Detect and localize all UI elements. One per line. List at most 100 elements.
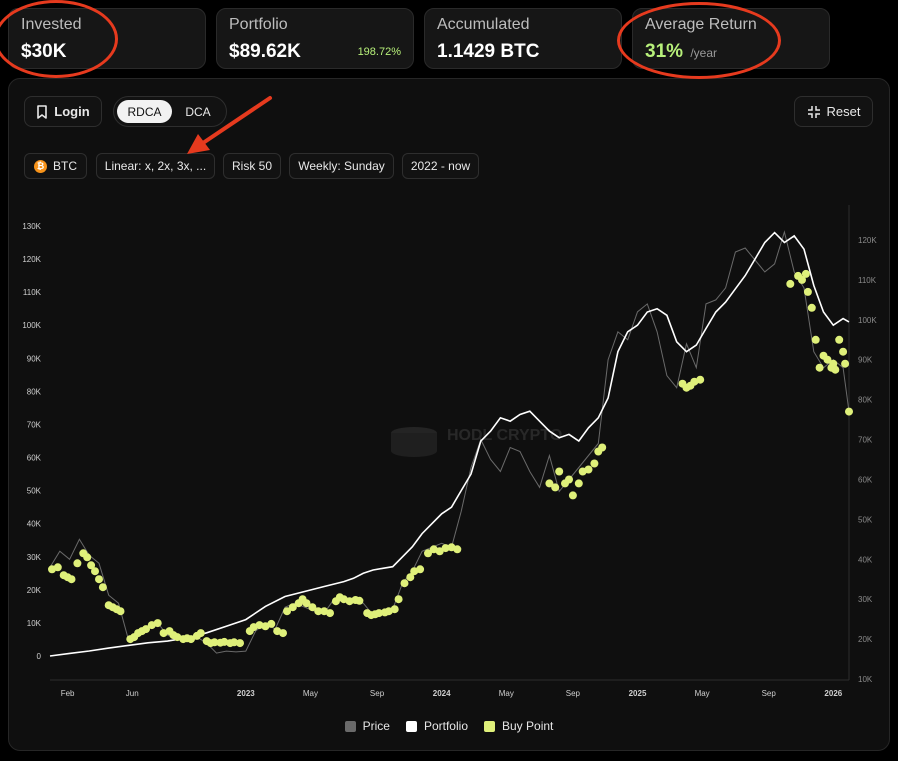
buy-point[interactable]	[823, 355, 832, 364]
legend-buy-point[interactable]: Buy Point	[484, 719, 553, 733]
legend-price-label: Price	[362, 719, 390, 733]
mode-rdca-button[interactable]: RDCA	[117, 100, 172, 123]
buy-point[interactable]	[574, 479, 583, 488]
buy-point[interactable]	[267, 619, 276, 628]
buy-point[interactable]	[67, 575, 76, 584]
buy-point[interactable]	[453, 545, 462, 554]
buy-point[interactable]	[210, 638, 219, 647]
reset-button[interactable]: Reset	[794, 96, 873, 127]
x-tick-label: 2026	[824, 689, 842, 698]
buy-point[interactable]	[845, 407, 853, 416]
buy-point[interactable]	[835, 335, 844, 344]
y-left-tick-label: 110K	[23, 288, 42, 297]
buy-point[interactable]	[568, 491, 577, 500]
buy-point[interactable]	[786, 279, 795, 288]
legend-portfolio[interactable]: Portfolio	[405, 719, 468, 733]
buy-point[interactable]	[394, 595, 403, 604]
buy-point[interactable]	[375, 609, 383, 618]
buy-point[interactable]	[590, 459, 599, 468]
buy-point[interactable]	[116, 607, 125, 616]
buy-point[interactable]	[87, 561, 96, 570]
buy-point[interactable]	[53, 563, 62, 572]
average-return-card: Average Return 31% /year	[632, 8, 830, 69]
buy-point[interactable]	[98, 583, 107, 592]
scaling-selector[interactable]: Linear: x, 2x, 3x, ...	[96, 153, 215, 179]
buy-point[interactable]	[230, 638, 239, 647]
buy-point[interactable]	[555, 467, 564, 476]
buy-point[interactable]	[551, 483, 560, 492]
buy-point[interactable]	[73, 559, 82, 568]
buy-point[interactable]	[798, 275, 806, 284]
buy-point[interactable]	[441, 544, 450, 553]
legend-buy-point-label: Buy Point	[502, 719, 554, 733]
login-button[interactable]: Login	[24, 96, 102, 127]
buy-point[interactable]	[803, 287, 812, 296]
buy-point[interactable]	[142, 625, 150, 634]
frequency-label: Weekly: Sunday	[298, 159, 385, 173]
buy-point[interactable]	[584, 465, 593, 474]
buy-point[interactable]	[153, 619, 162, 628]
asset-selector[interactable]: ₿ BTC	[24, 153, 87, 179]
y-right-tick-label: 100K	[858, 316, 877, 325]
buy-point[interactable]	[841, 359, 850, 368]
y-right-tick-label: 30K	[858, 595, 873, 604]
y-left-tick-label: 120K	[22, 255, 41, 264]
buy-point[interactable]	[545, 479, 554, 488]
buy-point[interactable]	[811, 335, 820, 344]
y-right-tick-label: 50K	[858, 515, 873, 524]
buy-point[interactable]	[696, 375, 705, 384]
average-return-number: 31%	[645, 41, 684, 62]
buy-point[interactable]	[302, 599, 311, 608]
buy-point[interactable]	[424, 549, 432, 558]
buy-point[interactable]	[196, 629, 205, 638]
buy-point[interactable]	[807, 303, 816, 312]
buy-point[interactable]	[565, 475, 573, 484]
average-return-value: 31% /year	[645, 41, 817, 64]
y-right-tick-label: 90K	[858, 356, 873, 365]
buy-point[interactable]	[187, 635, 195, 644]
y-left-tick-label: 50K	[27, 487, 42, 496]
buy-point[interactable]	[801, 269, 810, 278]
buy-point[interactable]	[279, 629, 287, 638]
buy-point[interactable]	[839, 347, 848, 356]
y-right-tick-label: 10K	[858, 675, 873, 684]
buy-point[interactable]	[831, 365, 840, 374]
y-left-tick-label: 20K	[27, 586, 42, 595]
buy-point[interactable]	[95, 575, 103, 584]
range-label: 2022 - now	[410, 159, 471, 173]
y-left-tick-label: 40K	[27, 520, 42, 529]
y-right-tick-label: 110K	[858, 276, 877, 285]
buy-point[interactable]	[91, 567, 99, 576]
login-label: Login	[54, 104, 90, 119]
frequency-selector[interactable]: Weekly: Sunday	[289, 153, 394, 179]
scaling-label: Linear: x, 2x, 3x, ...	[104, 159, 207, 173]
y-left-tick-label: 30K	[27, 553, 42, 562]
watermark: HODL CRYPTO	[391, 427, 562, 457]
risk-selector[interactable]: Risk 50	[223, 153, 281, 179]
range-selector[interactable]: 2022 - now	[402, 153, 479, 179]
buy-point[interactable]	[283, 607, 291, 616]
buy-point[interactable]	[314, 607, 323, 616]
buy-point[interactable]	[406, 573, 415, 582]
buy-point[interactable]	[83, 553, 92, 562]
buy-point[interactable]	[416, 565, 425, 574]
y-left-tick-label: 10K	[27, 619, 42, 628]
buy-point[interactable]	[308, 603, 317, 612]
collapse-icon	[807, 105, 820, 118]
buy-point[interactable]	[326, 609, 334, 618]
chart-legend: Price Portfolio Buy Point	[0, 719, 898, 733]
buy-point[interactable]	[435, 547, 444, 556]
x-tick-label: Sep	[762, 689, 777, 698]
legend-portfolio-swatch	[405, 720, 417, 732]
buy-point[interactable]	[815, 363, 824, 372]
invested-label: Invested	[21, 16, 82, 33]
buy-point[interactable]	[236, 639, 244, 648]
y-left-tick-label: 130K	[22, 222, 41, 231]
buy-point[interactable]	[598, 443, 607, 452]
x-tick-label: Jun	[126, 689, 139, 698]
buy-point[interactable]	[288, 603, 297, 612]
buy-point[interactable]	[400, 579, 409, 588]
buy-point[interactable]	[355, 596, 364, 605]
legend-price[interactable]: Price	[344, 719, 390, 733]
buy-point[interactable]	[390, 605, 399, 614]
